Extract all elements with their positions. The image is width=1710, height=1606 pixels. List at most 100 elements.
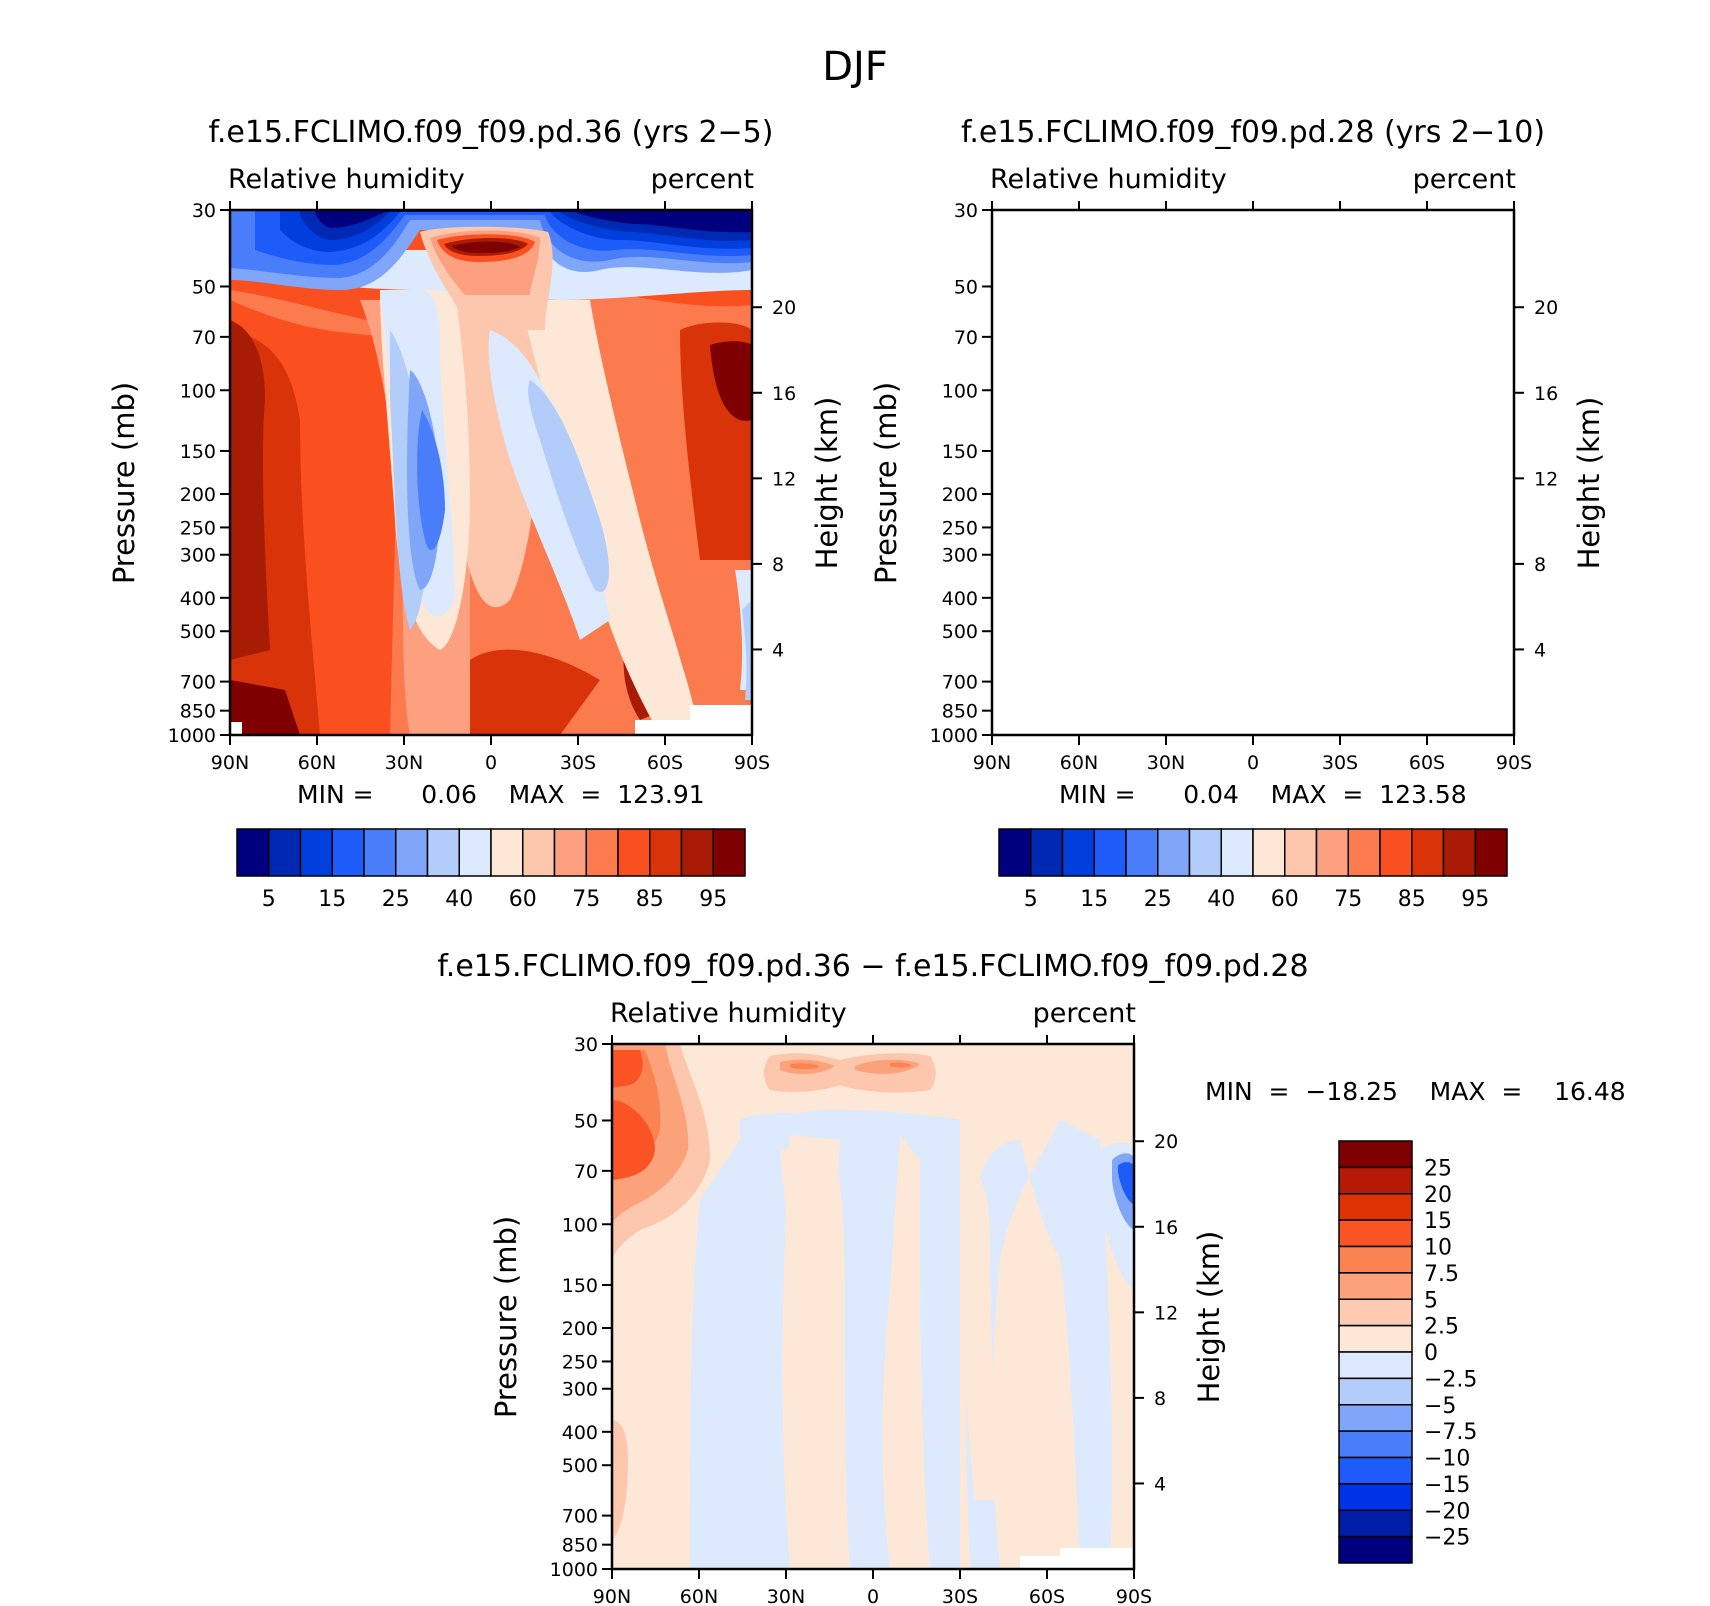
panel-b-pressure-tick-label: 700 bbox=[942, 672, 978, 694]
panel-b-min-max: MIN = 0.04 MAX = 123.58 bbox=[1059, 780, 1467, 809]
panel-a-lat-tick-label: 90N bbox=[211, 752, 249, 774]
colorbar-box bbox=[299, 828, 333, 877]
colorbar-box bbox=[1338, 1298, 1413, 1327]
colorbar-box bbox=[331, 828, 365, 877]
colorbar-box bbox=[1411, 828, 1445, 877]
colorbar-label: 5 bbox=[1024, 887, 1038, 912]
panel-a-pressure-tick-label: 1000 bbox=[168, 725, 216, 747]
colorbar-label: −15 bbox=[1424, 1473, 1470, 1498]
panel-a-pressure-tick-label: 400 bbox=[180, 588, 216, 610]
panel-c-pressure-tick-label: 200 bbox=[562, 1318, 598, 1340]
panel-b-pressure-tick-label: 50 bbox=[954, 276, 978, 298]
panel-c-pressure-tick-label: 1000 bbox=[550, 1559, 598, 1581]
panel-a-pressure-tick-label: 200 bbox=[180, 484, 216, 506]
panel-c-lat-tick-label: 60S bbox=[1029, 1586, 1065, 1606]
colorbar-label: 2.5 bbox=[1424, 1315, 1459, 1340]
colorbar-label: 60 bbox=[1271, 887, 1299, 912]
colorbar-box bbox=[1252, 828, 1286, 877]
colorbar-box bbox=[1379, 828, 1413, 877]
panel-a-pressure-tick-label: 100 bbox=[180, 380, 216, 402]
colorbar-box bbox=[1338, 1193, 1413, 1221]
panel-c-ylabel-height: Height (km) bbox=[1192, 1231, 1226, 1404]
colorbar-label: 15 bbox=[1424, 1209, 1452, 1234]
panel-c-lat-tick-label: 30S bbox=[942, 1586, 978, 1606]
colorbar-label: −10 bbox=[1424, 1447, 1470, 1472]
colorbar-box bbox=[1338, 1483, 1413, 1511]
panel-c-variable-label: Relative humidity bbox=[610, 998, 847, 1029]
panel-c-pressure-tick-label: 30 bbox=[574, 1034, 598, 1056]
colorbar-box bbox=[1442, 828, 1476, 877]
panel-a-pressure-tick-label: 150 bbox=[180, 441, 216, 463]
panel-a-min-max: MIN = 0.06 MAX = 123.91 bbox=[297, 780, 705, 809]
panel-b-pressure-tick-label: 200 bbox=[942, 484, 978, 506]
panel-c-height-tick-label: 4 bbox=[1154, 1473, 1166, 1495]
colorbar-box bbox=[649, 828, 683, 877]
panel-a-pressure-tick-label: 50 bbox=[192, 276, 216, 298]
panel-c-contour-field bbox=[612, 1044, 1134, 1569]
panel-c-pressure-tick-label: 150 bbox=[562, 1275, 598, 1297]
panel-b-title: f.e15.FCLIMO.f09_f09.pd.28 (yrs 2−10) bbox=[961, 115, 1545, 150]
colorbar-box bbox=[1338, 1404, 1413, 1432]
panel-b: f.e15.FCLIMO.f09_f09.pd.28 (yrs 2−10) Re… bbox=[961, 115, 1545, 737]
colorbar-box bbox=[458, 828, 492, 877]
panel-c-min-max: MIN = −18.25 MAX = 16.48 bbox=[1205, 1077, 1626, 1106]
colorbar-box bbox=[395, 828, 429, 877]
panel-c-pressure-tick-label: 700 bbox=[562, 1506, 598, 1528]
colorbar-box bbox=[236, 828, 270, 877]
colorbar-label: 20 bbox=[1424, 1183, 1452, 1208]
panel-b-lat-tick-label: 0 bbox=[1247, 752, 1259, 774]
panel-b-lat-tick-label: 30S bbox=[1322, 752, 1358, 774]
colorbar-label: 5 bbox=[1424, 1288, 1438, 1313]
panel-c-pressure-tick-label: 250 bbox=[562, 1351, 598, 1373]
colorbar-box bbox=[426, 828, 460, 877]
colorbar-box bbox=[1220, 828, 1254, 877]
panel-c-height-tick-label: 20 bbox=[1154, 1131, 1178, 1153]
axis-ticks: 3050701001502002503004005007008501000201… bbox=[107, 200, 1606, 1606]
colorbar-box bbox=[1338, 1166, 1413, 1195]
colorbar-box bbox=[1338, 1456, 1413, 1485]
colorbar-box bbox=[1338, 1377, 1413, 1406]
panel-b-height-tick-label: 20 bbox=[1534, 297, 1558, 319]
panel-a-colorbar-labels: 5 15 25 40 60 75 85 95 bbox=[262, 887, 728, 912]
colorbar-label: −5 bbox=[1424, 1394, 1456, 1419]
colorbar-label: 7.5 bbox=[1424, 1262, 1459, 1287]
panel-b-colorbar-boxes bbox=[998, 828, 1508, 877]
panel-c-height-tick-label: 8 bbox=[1154, 1388, 1166, 1410]
panel-b-pressure-tick-label: 30 bbox=[954, 200, 978, 222]
colorbar-box bbox=[617, 828, 651, 877]
panel-c-pressure-tick-label: 70 bbox=[574, 1161, 598, 1183]
panel-b-lat-tick-label: 90N bbox=[973, 752, 1011, 774]
panel-c-units-label: percent bbox=[1033, 998, 1136, 1029]
panel-a-colorbar-boxes bbox=[236, 828, 746, 877]
colorbar-label: 25 bbox=[382, 887, 410, 912]
panel-b-units-label: percent bbox=[1413, 164, 1516, 195]
colorbar-box bbox=[1338, 1535, 1413, 1564]
panel-c-ylabel-pressure: Pressure (mb) bbox=[489, 1216, 523, 1418]
colorbar-label: 75 bbox=[572, 887, 600, 912]
panel-a-lat-tick-label: 30N bbox=[385, 752, 423, 774]
panel-b-height-tick-label: 16 bbox=[1534, 383, 1558, 405]
panel-b-height-tick-label: 8 bbox=[1534, 554, 1546, 576]
colorbar-label: −7.5 bbox=[1424, 1420, 1477, 1445]
colorbar-box bbox=[1338, 1140, 1413, 1169]
figure-title: DJF bbox=[822, 44, 888, 90]
panel-a-height-tick-label: 4 bbox=[772, 639, 784, 661]
panel-b-ylabel-pressure: Pressure (mb) bbox=[869, 382, 903, 584]
colorbar-box bbox=[553, 828, 587, 877]
colorbar-box bbox=[1188, 828, 1222, 877]
panel-b-contour-field bbox=[992, 210, 1514, 735]
panel-b-plot-frame bbox=[990, 208, 1516, 737]
colorbar-box bbox=[1157, 828, 1191, 877]
panel-b-pressure-tick-label: 850 bbox=[942, 701, 978, 723]
panel-c-lat-tick-label: 90N bbox=[593, 1586, 631, 1606]
panel-a-title: f.e15.FCLIMO.f09_f09.pd.36 (yrs 2−5) bbox=[209, 115, 774, 150]
colorbar-box bbox=[522, 828, 556, 877]
panel-b-height-tick-label: 12 bbox=[1534, 468, 1558, 490]
panel-c-pressure-tick-label: 500 bbox=[562, 1455, 598, 1477]
colorbar-label: 0 bbox=[1424, 1341, 1438, 1366]
panel-a-lat-tick-label: 60N bbox=[298, 752, 336, 774]
colorbar-label: −20 bbox=[1424, 1499, 1470, 1524]
colorbar-box bbox=[1338, 1324, 1413, 1353]
panel-b-pressure-tick-label: 1000 bbox=[930, 725, 978, 747]
